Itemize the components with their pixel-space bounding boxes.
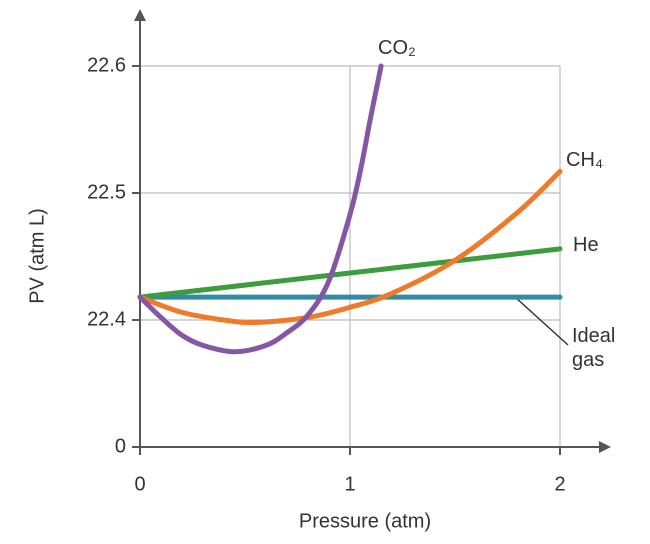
y-tick-label: 22.5: [87, 181, 126, 203]
series-label: CO₂: [378, 37, 416, 59]
y-tick-label: 0: [115, 435, 126, 457]
x-tick-label: 2: [554, 473, 565, 495]
x-axis-label: Pressure (atm): [299, 510, 431, 532]
y-tick-label: 22.4: [87, 308, 126, 330]
series-label: CH₄: [566, 149, 604, 171]
series-label: He: [573, 234, 599, 256]
series-line: [137, 168, 563, 326]
x-tick-label: 1: [344, 473, 355, 495]
series-label: Ideal gas: [572, 325, 616, 371]
y-tick-label: 22.6: [87, 54, 126, 76]
series-line: [137, 63, 384, 355]
series-line: [137, 246, 563, 300]
x-tick-label: 0: [134, 473, 145, 495]
annotation-leader: [514, 296, 569, 346]
y-axis-label: PV (atm L): [26, 208, 48, 304]
